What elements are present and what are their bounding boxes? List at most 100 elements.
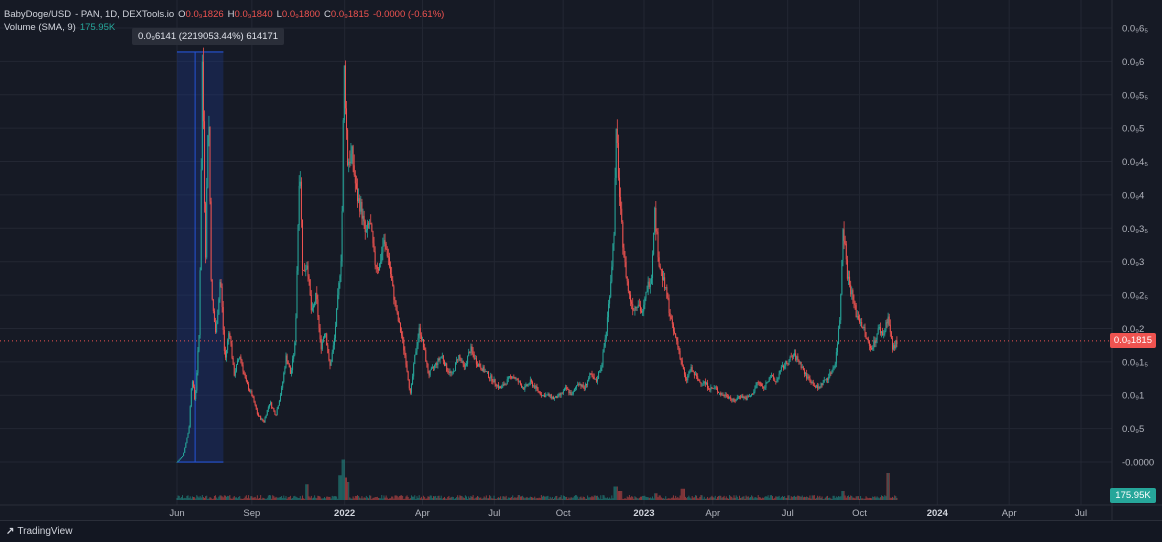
volume-bar xyxy=(475,497,477,500)
price-axis[interactable]: 0.0₉6₅ 0.0₉6 0.0₉5₅ 0.0₉5 0.0₉4₅ 0.0₉4 0.0₉3₅ 0… xyxy=(1122,24,1154,469)
volume-bar xyxy=(276,497,278,500)
candle-body xyxy=(540,394,542,396)
candle-body xyxy=(288,364,290,368)
volume-bar xyxy=(478,496,480,500)
volume-bar xyxy=(846,496,848,500)
time-tick-label: Sep xyxy=(243,508,260,519)
candle-body xyxy=(395,300,397,311)
candle-body xyxy=(708,388,710,390)
candle-body xyxy=(823,379,825,383)
time-tick-label: Jul xyxy=(488,508,500,519)
volume-bar xyxy=(705,498,707,500)
volume-bar xyxy=(272,495,274,500)
symbol-label[interactable]: BabyDoge/USD xyxy=(4,9,72,20)
candle-body xyxy=(643,304,645,312)
volume-bar xyxy=(262,497,264,500)
candle-body xyxy=(459,355,461,359)
volume-bar xyxy=(198,497,200,500)
volume-bar xyxy=(338,475,340,500)
volume-bar xyxy=(555,496,557,500)
volume-bar xyxy=(674,498,676,500)
volume-bar xyxy=(453,498,455,500)
candle-body xyxy=(244,374,246,379)
volume-bar xyxy=(204,497,206,500)
volume-bar xyxy=(393,498,395,500)
candle-body xyxy=(654,207,656,233)
volume-bar xyxy=(565,496,567,500)
candle-body xyxy=(616,128,618,144)
volume-bar xyxy=(663,498,665,500)
candle-body xyxy=(753,391,755,395)
candle-body xyxy=(746,396,748,400)
candle-body xyxy=(480,366,482,369)
volume-bar xyxy=(703,496,705,500)
candle-body xyxy=(720,392,722,396)
candle-body xyxy=(448,371,450,373)
candle-body xyxy=(683,369,685,375)
volume-bar xyxy=(506,498,508,500)
volume-bar xyxy=(222,497,224,500)
candle-body xyxy=(703,381,705,384)
volume-bar xyxy=(386,497,388,500)
volume-bar xyxy=(288,497,290,500)
candle-body xyxy=(587,381,589,386)
volume-bar xyxy=(445,498,447,500)
candle-body xyxy=(365,229,367,232)
volume-bar xyxy=(685,496,687,500)
volume-bar xyxy=(754,497,756,500)
volume-bar xyxy=(424,497,426,500)
candle-body xyxy=(641,310,643,313)
volume-bar xyxy=(755,497,757,500)
candle-body xyxy=(604,338,606,347)
volume-bar xyxy=(805,497,807,500)
volume-bar xyxy=(537,498,539,500)
candle-body xyxy=(385,243,387,250)
candle-body xyxy=(343,65,345,121)
volume-bar xyxy=(364,497,366,500)
candle-body xyxy=(230,336,232,344)
footer-bar: ↗ TradingView xyxy=(0,520,1162,542)
volume-bar xyxy=(402,495,404,500)
tradingview-logo[interactable]: ↗ TradingView xyxy=(6,526,72,537)
candle-body xyxy=(210,201,212,280)
volume-bar xyxy=(438,495,440,500)
volume-bar xyxy=(612,498,614,500)
volume-bar xyxy=(399,495,401,500)
volume-bar xyxy=(180,497,182,500)
volume-bar xyxy=(488,498,490,500)
candle-body xyxy=(513,376,515,378)
candle-body xyxy=(768,377,770,382)
candle-body xyxy=(457,359,459,361)
candle-body xyxy=(727,396,729,398)
volume-bar xyxy=(404,498,406,500)
candle-body xyxy=(318,316,320,328)
volume-bar xyxy=(524,498,526,500)
candle-body xyxy=(234,371,236,376)
price-tick-label: 0.0₉1₅ xyxy=(1122,357,1148,368)
low-label: L xyxy=(276,9,282,20)
volume-bar xyxy=(878,498,880,500)
measure-range-box[interactable] xyxy=(177,52,224,462)
candle-body xyxy=(742,395,744,398)
volume-bar xyxy=(426,498,428,500)
candle-body xyxy=(797,356,799,360)
volume-bar xyxy=(369,495,371,500)
volume-bar xyxy=(543,495,545,500)
volume-label[interactable]: Volume (SMA, 9) xyxy=(4,22,76,33)
time-axis[interactable]: Jun Sep 2022 Apr Jul Oct 2023 Apr Jul Oct 2024 Apr J… xyxy=(169,508,1087,519)
candle-body xyxy=(696,374,698,377)
price-chart[interactable]: 0.0₉6₅ 0.0₉6 0.0₉5₅ 0.0₉5 0.0₉4₅ 0.0₉4 0.0₉3₅ 0… xyxy=(0,0,1162,520)
volume-bar xyxy=(492,498,494,500)
volume-bar xyxy=(255,498,257,500)
volume-bar xyxy=(308,496,310,500)
candle-body xyxy=(528,383,530,385)
volume-bar xyxy=(795,496,797,500)
candle-body xyxy=(303,269,305,271)
candle-body xyxy=(852,290,854,300)
volume-bar xyxy=(241,498,243,500)
candle-body xyxy=(193,381,195,387)
volume-bar xyxy=(321,498,323,500)
candle-body xyxy=(883,334,885,336)
volume-bar xyxy=(277,497,279,500)
volume-bar xyxy=(535,498,537,500)
